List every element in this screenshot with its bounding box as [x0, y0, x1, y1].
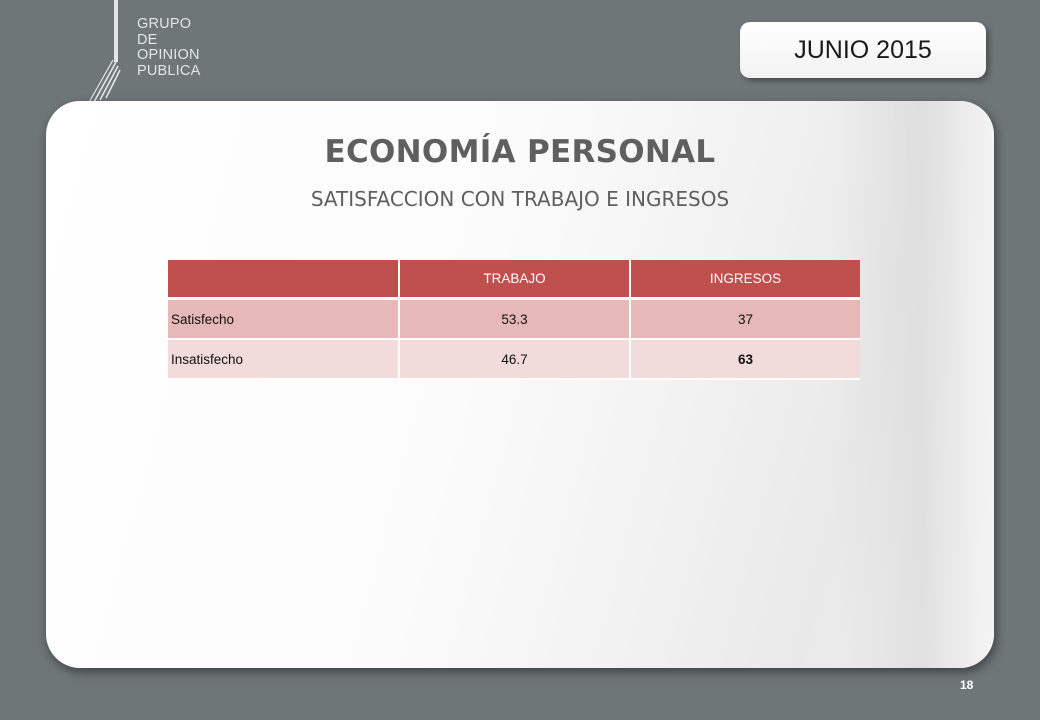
data-table: TRABAJO INGRESOS Satisfecho 53.3 37 Insa… [168, 260, 860, 380]
logo-text: GRUPO DE OPINION PUBLICA [137, 16, 201, 79]
slide-title: ECONOMÍA PERSONAL [324, 134, 716, 170]
date-badge: JUNIO 2015 [740, 22, 986, 78]
table-header-trabajo: TRABAJO [399, 260, 631, 300]
logo-line-de: DE [137, 31, 158, 48]
logo: GRUPO DE OPINION PUBLICA [80, 0, 220, 110]
table-row: Insatisfecho 46.7 63 [168, 339, 860, 380]
table-row: Satisfecho 53.3 37 [168, 298, 860, 340]
row-label: Satisfecho [168, 298, 400, 340]
row-label: Insatisfecho [168, 339, 400, 380]
cell-trabajo: 53.3 [399, 298, 631, 340]
slide-card [46, 101, 994, 668]
cell-trabajo: 46.7 [399, 339, 631, 380]
cell-ingresos: 37 [630, 298, 860, 340]
table-header-empty [168, 260, 400, 300]
table-header-row: TRABAJO INGRESOS [168, 260, 860, 300]
cell-ingresos: 63 [630, 339, 860, 380]
page-number: 18 [960, 678, 974, 692]
logo-lines-icon [87, 0, 121, 105]
table-header-ingresos: INGRESOS [630, 260, 860, 300]
logo-line-publica: PUBLICA [137, 62, 201, 79]
slide-subtitle: SATISFACCION CON TRABAJO E INGRESOS [310, 187, 730, 211]
logo-line-opinion: OPINION [137, 47, 200, 63]
logo-line-grupo: GRUPO [137, 16, 192, 32]
